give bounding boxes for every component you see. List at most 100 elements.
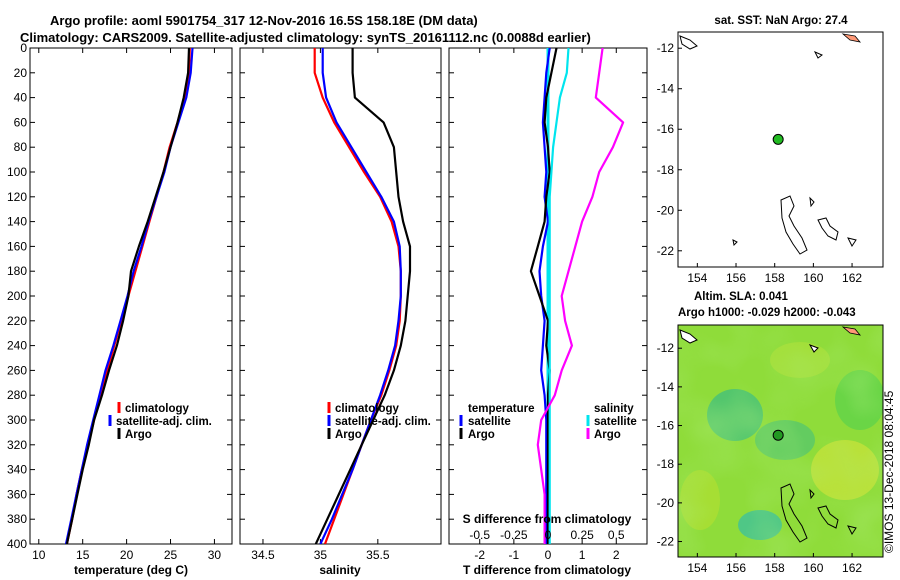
legend-label-s-argo: Argo bbox=[594, 429, 621, 441]
y-tick-label: 340 bbox=[7, 463, 27, 477]
sla-map-subtitle: Argo h1000: -0.029 h2000: -0.043 bbox=[678, 307, 856, 319]
salinity-legend: climatology satellite-adj. clim. Argo bbox=[327, 402, 431, 441]
difference-legend: temperature satellite Argo salinity sate… bbox=[459, 403, 637, 441]
x-tick-label: 20 bbox=[120, 548, 134, 562]
sla-map-axes: 154 156 158 160 162 -12 -14 -16 -18 -20 -22 bbox=[657, 341, 863, 575]
y-tick-label: 180 bbox=[7, 264, 27, 278]
map-y-tick-label: -16 bbox=[657, 419, 675, 433]
difference-panel: -2 -1 0 1 2 temperature satellite Argo salin… bbox=[448, 47, 648, 577]
legend-label-climatology: climatology bbox=[125, 403, 190, 415]
depth-axis: 0 20 40 60 80 100 120 140 160 180 200 220 240 260 280 3… bbox=[7, 41, 27, 551]
y-tick-label: 400 bbox=[7, 537, 27, 551]
coastline bbox=[679, 35, 698, 50]
x-tick-label: 10 bbox=[32, 548, 46, 562]
legend-label-argo: Argo bbox=[335, 429, 362, 441]
temperature-series bbox=[64, 48, 194, 544]
series-line-2 bbox=[548, 48, 570, 544]
legend-label-t-satellite: satellite bbox=[468, 416, 511, 428]
temperature-legend: climatology satellite-adj. clim. Argo bbox=[108, 402, 212, 441]
sla-texture bbox=[678, 325, 883, 557]
y-tick-label: 160 bbox=[7, 239, 27, 253]
y-tick-label: 300 bbox=[7, 413, 27, 427]
argo-position-marker bbox=[772, 429, 784, 441]
legend-title-salinity: salinity bbox=[594, 403, 634, 415]
salinity-x-axis: 34.5 35 35.5 bbox=[240, 47, 441, 562]
coastline bbox=[808, 344, 819, 353]
temperature-plot-area bbox=[29, 47, 233, 545]
map-y-tick-label: -14 bbox=[657, 82, 675, 96]
difference-series bbox=[529, 48, 625, 544]
coastline bbox=[780, 195, 808, 255]
map-y-tick-label: -18 bbox=[657, 457, 675, 471]
difference-x-axis: -2 -1 0 1 2 bbox=[449, 47, 647, 562]
x-tick-label: 1 bbox=[579, 548, 586, 562]
sla-map-frame bbox=[677, 324, 884, 558]
coastline bbox=[847, 525, 857, 535]
map-y-tick-label: -14 bbox=[657, 380, 675, 394]
sst-map-panel: sat. SST: NaN Argo: 27.4 154 156 158 160 162… bbox=[657, 15, 884, 285]
header-line2: Climatology: CARS2009. Satellite-adjuste… bbox=[20, 30, 591, 45]
legend-label-satellite: satellite-adj. clim. bbox=[116, 416, 212, 428]
legend-label-satellite: satellite-adj. clim. bbox=[335, 416, 431, 428]
y-tick-label: 280 bbox=[7, 388, 27, 402]
series-line-2 bbox=[314, 48, 412, 544]
coastline bbox=[817, 217, 839, 241]
x-tick-label: 35 bbox=[314, 548, 328, 562]
series-line-0 bbox=[538, 48, 551, 544]
y-tick-label: 140 bbox=[7, 215, 27, 229]
temperature-x-axis: 10 15 20 25 30 bbox=[30, 47, 232, 562]
y-tick-label: 360 bbox=[7, 487, 27, 501]
legend-label-t-argo: Argo bbox=[468, 429, 495, 441]
salinity-plot-area bbox=[239, 47, 442, 545]
map-x-tick-label: 162 bbox=[842, 561, 862, 575]
land-patch bbox=[841, 33, 862, 43]
map-y-tick-label: -22 bbox=[657, 244, 675, 258]
s-tick-label: 0.25 bbox=[570, 528, 594, 542]
s-difference-label: S difference from climatology bbox=[463, 512, 632, 526]
sst-map-area bbox=[677, 31, 884, 268]
map-x-tick-label: 160 bbox=[803, 271, 823, 285]
coastline bbox=[813, 51, 823, 59]
coastline bbox=[780, 483, 808, 543]
s-tick-label: 0 bbox=[545, 528, 552, 542]
map-y-tick-label: -12 bbox=[657, 41, 675, 55]
coastline bbox=[732, 239, 738, 247]
coastline bbox=[809, 196, 815, 208]
coastline bbox=[679, 329, 698, 344]
s-tick-label: -0.5 bbox=[469, 528, 490, 542]
map-x-tick-label: 156 bbox=[726, 271, 746, 285]
y-tick-label: 200 bbox=[7, 289, 27, 303]
salinity-panel: 34.5 35 35.5 climatology satellite-adj. cl… bbox=[239, 47, 442, 577]
credit-text: ©IMOS 13-Dec-2018 08:04:45 bbox=[882, 390, 896, 553]
map-x-tick-label: 156 bbox=[726, 561, 746, 575]
y-tick-label: 20 bbox=[14, 66, 28, 80]
x-tick-label: 25 bbox=[164, 548, 178, 562]
y-tick-label: 60 bbox=[14, 115, 28, 129]
y-tick-label: 320 bbox=[7, 438, 27, 452]
legend-label-argo: Argo bbox=[125, 429, 152, 441]
map-y-tick-label: -20 bbox=[657, 203, 675, 217]
header-line1: Argo profile: aoml 5901754_317 12-Nov-20… bbox=[50, 13, 478, 28]
map-y-tick-label: -20 bbox=[657, 496, 675, 510]
sla-map-panel: Altim. SLA: 0.041 Argo h1000: -0.029 h20… bbox=[657, 291, 884, 575]
sla-map-title: Altim. SLA: 0.041 bbox=[694, 291, 789, 303]
map-y-tick-label: -12 bbox=[657, 341, 675, 355]
map-y-tick-label: -18 bbox=[657, 163, 675, 177]
salinity-x-label: salinity bbox=[319, 563, 361, 577]
map-x-tick-label: 154 bbox=[687, 561, 707, 575]
argo-position-marker bbox=[772, 133, 784, 145]
coastline bbox=[817, 505, 839, 529]
s-tick-label: -0.25 bbox=[500, 528, 528, 542]
series-line-1 bbox=[319, 48, 402, 544]
sst-map-title: sat. SST: NaN Argo: 27.4 bbox=[714, 15, 848, 27]
y-tick-label: 220 bbox=[7, 314, 27, 328]
map-x-tick-label: 154 bbox=[687, 271, 707, 285]
series-line-2 bbox=[65, 48, 191, 544]
salinity-series bbox=[313, 48, 412, 544]
series-line-3 bbox=[536, 48, 625, 544]
coastline bbox=[809, 488, 815, 500]
y-tick-label: 260 bbox=[7, 363, 27, 377]
s-difference-axis: -0.5 -0.25 0 0.25 0.5 bbox=[469, 528, 625, 542]
map-x-tick-label: 162 bbox=[842, 271, 862, 285]
